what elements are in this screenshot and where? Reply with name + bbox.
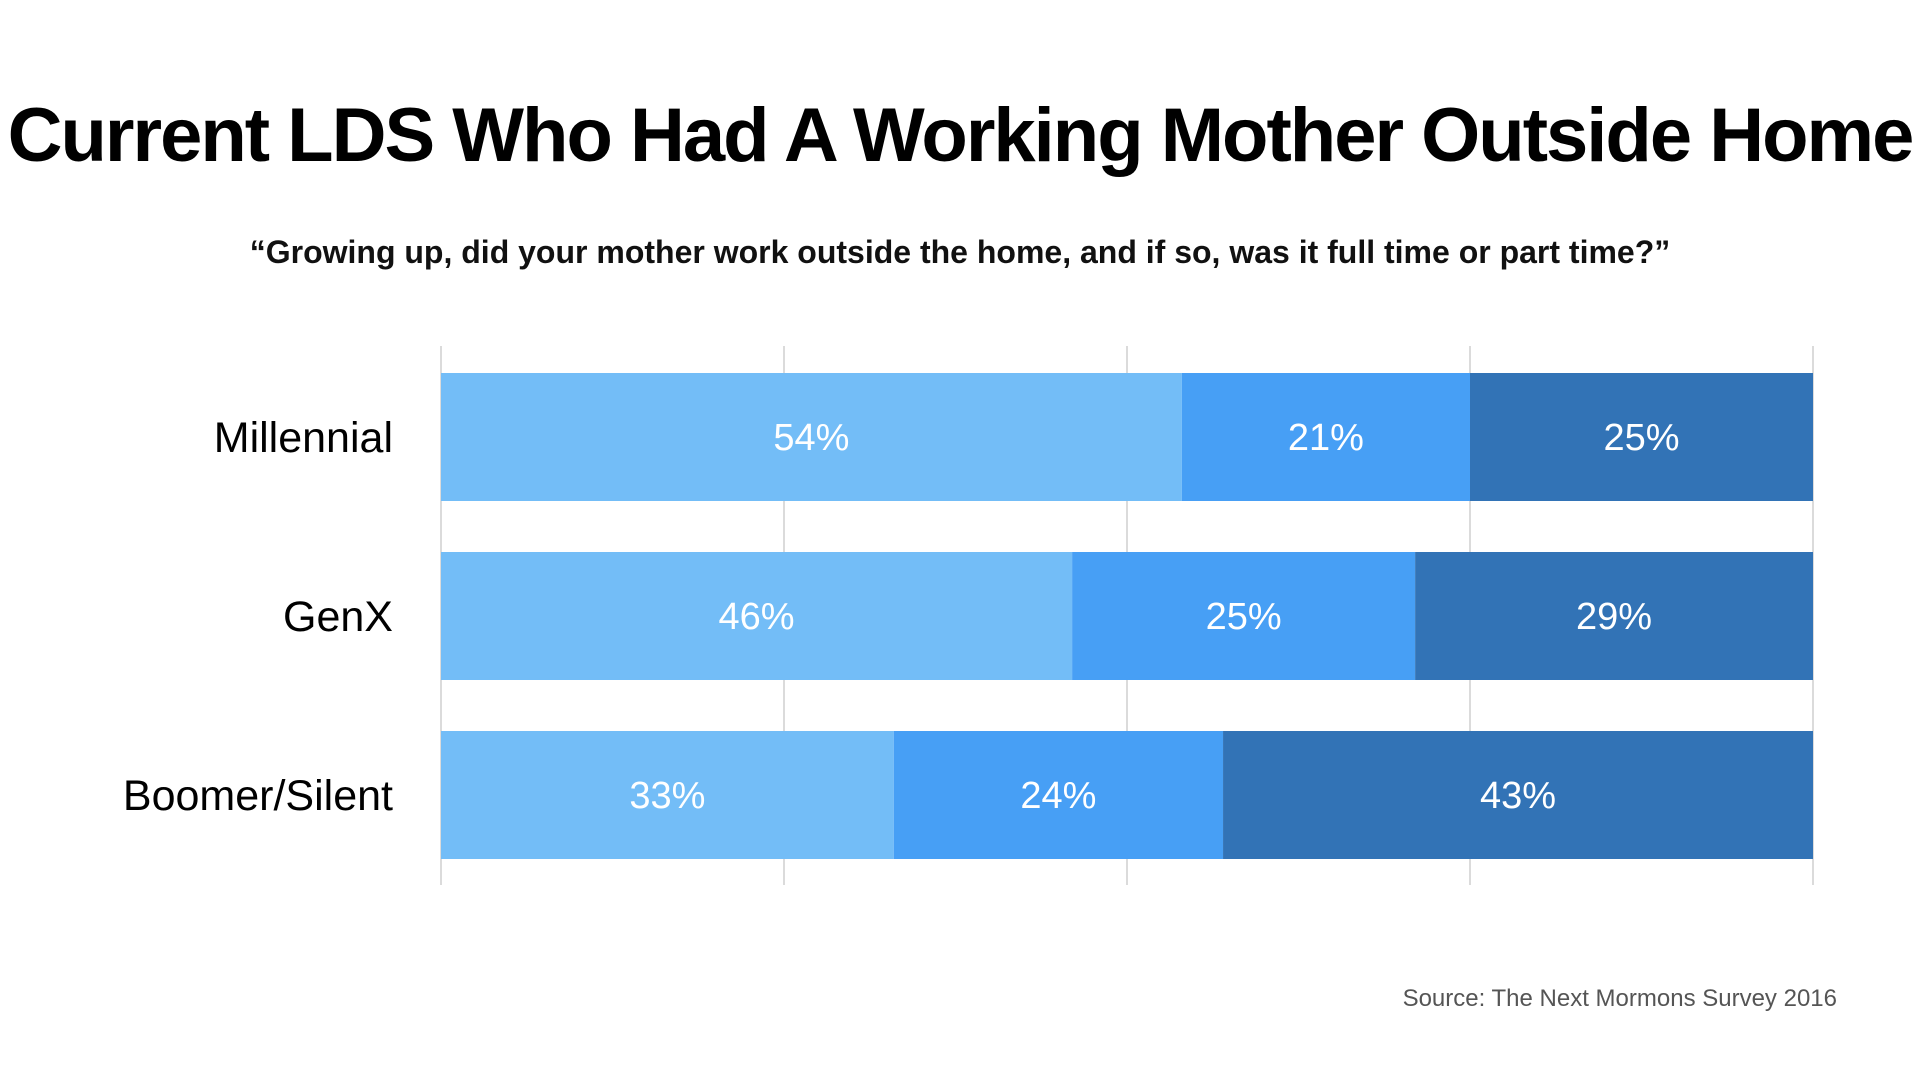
bar-segment — [441, 373, 1182, 501]
category-label: Boomer/Silent — [123, 772, 393, 820]
bar-segment — [1470, 373, 1813, 501]
bar-segment — [1415, 552, 1813, 680]
category-label: Millennial — [214, 414, 393, 462]
data-label: 43% — [1480, 775, 1556, 817]
data-label: 24% — [1020, 775, 1096, 817]
chart-subtitle: “Growing up, did your mother work outsid… — [249, 234, 1671, 270]
bar-segment — [1223, 731, 1813, 859]
bar-segment — [441, 731, 894, 859]
data-label: 33% — [629, 775, 705, 817]
data-label: 25% — [1206, 596, 1282, 638]
source-note: Source: The Next Mormons Survey 2016 — [1402, 985, 1837, 1012]
data-label: 29% — [1576, 596, 1652, 638]
bar-segment — [1072, 552, 1416, 680]
bar-segment — [893, 731, 1224, 859]
bar-segment — [441, 552, 1073, 680]
data-label: 54% — [773, 417, 849, 459]
bar-segment — [1181, 373, 1470, 501]
category-label: GenX — [283, 593, 393, 641]
data-label: 46% — [719, 596, 795, 638]
chart-title: Current LDS Who Had A Working Mother Out… — [7, 93, 1915, 178]
data-label: 21% — [1288, 417, 1364, 459]
data-label: 25% — [1603, 417, 1679, 459]
